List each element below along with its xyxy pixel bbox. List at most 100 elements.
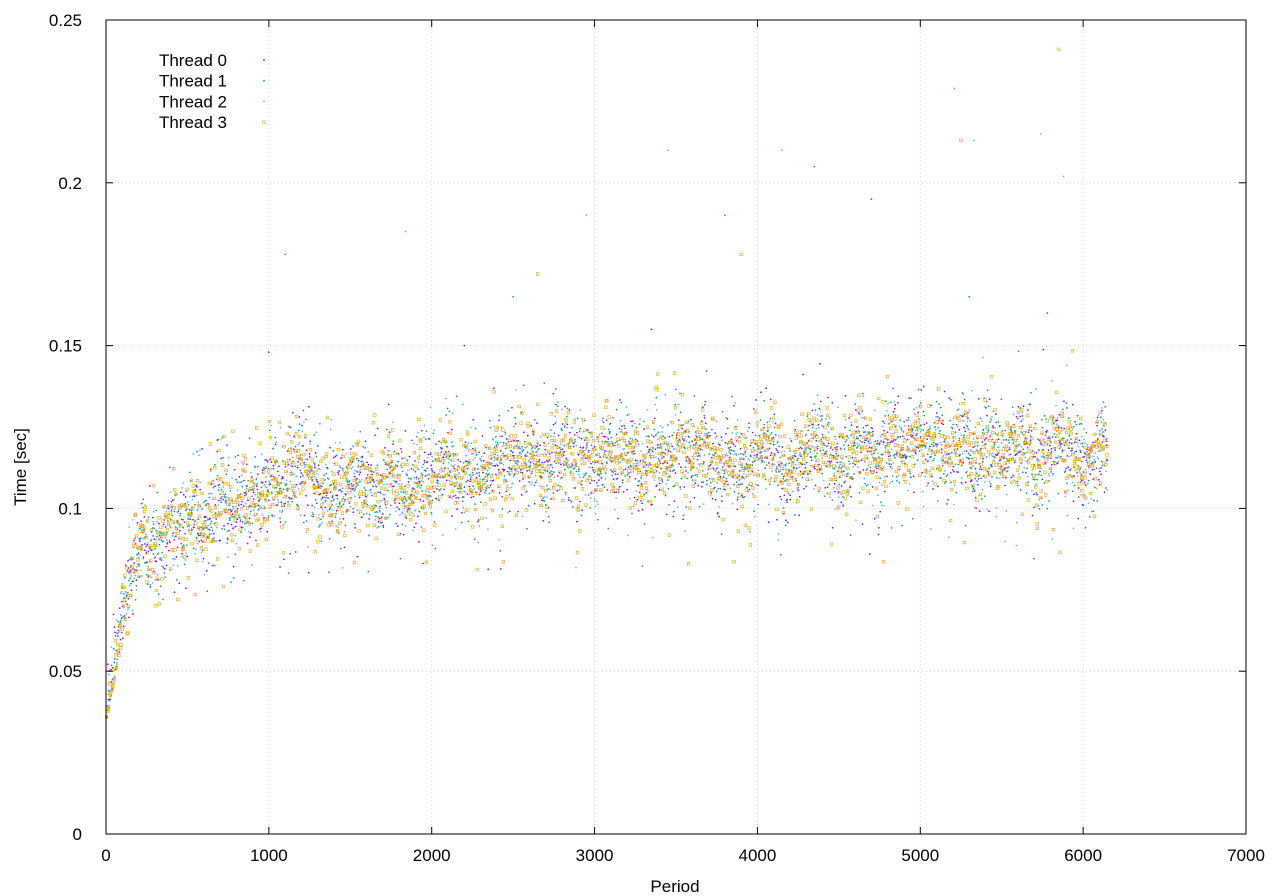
- data-point: [837, 496, 840, 499]
- data-point: [1070, 467, 1072, 470]
- data-point: [461, 500, 464, 503]
- data-point: [304, 458, 307, 461]
- data-point: [654, 417, 656, 420]
- data-point: [720, 436, 723, 438]
- data-point: [648, 463, 651, 466]
- data-point: [314, 464, 316, 466]
- data-point: [267, 419, 272, 424]
- data-point: [829, 447, 832, 449]
- data-point: [241, 526, 244, 529]
- data-point: [494, 465, 497, 467]
- data-point: [216, 474, 219, 477]
- data-point: [142, 537, 144, 539]
- data-point: [415, 509, 417, 511]
- data-point: [1102, 418, 1105, 421]
- data-point: [302, 480, 307, 484]
- data-point: [720, 533, 723, 535]
- data-point: [345, 452, 348, 455]
- data-point: [993, 455, 996, 458]
- data-point: [563, 450, 566, 453]
- data-point: [1063, 437, 1065, 440]
- data-point: [487, 568, 490, 571]
- data-point: [368, 534, 370, 536]
- data-point: [1063, 471, 1066, 474]
- data-point: [289, 472, 293, 476]
- data-point: [652, 435, 655, 438]
- data-point: [270, 467, 273, 470]
- data-point: [496, 446, 498, 449]
- data-point: [748, 488, 751, 491]
- data-point: [1027, 431, 1030, 434]
- data-point: [660, 467, 662, 470]
- data-point: [120, 585, 124, 589]
- data-point: [858, 443, 861, 446]
- data-point: [412, 469, 415, 471]
- data-point: [578, 465, 580, 468]
- data-point: [504, 447, 507, 450]
- data-point: [651, 441, 654, 444]
- outlier-point: [268, 351, 270, 353]
- data-point: [566, 426, 568, 429]
- data-point: [706, 472, 709, 475]
- data-point: [611, 474, 614, 477]
- data-point: [119, 621, 122, 624]
- data-point: [145, 551, 149, 555]
- data-point: [306, 458, 309, 460]
- data-point: [332, 456, 335, 459]
- data-point: [258, 441, 262, 445]
- data-point: [1051, 436, 1054, 438]
- data-point: [664, 448, 667, 451]
- data-point: [1018, 443, 1021, 446]
- data-point: [441, 493, 444, 496]
- data-point: [749, 455, 752, 458]
- data-point: [316, 444, 319, 446]
- data-point: [741, 466, 743, 469]
- data-point: [143, 506, 147, 510]
- data-point: [318, 525, 320, 528]
- data-point: [719, 444, 721, 446]
- data-point: [212, 486, 215, 489]
- data-point: [169, 541, 171, 544]
- data-point: [193, 489, 197, 493]
- data-point: [655, 396, 658, 399]
- data-point: [812, 436, 815, 439]
- data-point: [770, 452, 773, 454]
- data-point: [685, 440, 688, 443]
- data-point: [229, 517, 232, 520]
- data-point: [769, 454, 772, 457]
- data-point: [209, 492, 212, 495]
- data-point: [895, 475, 898, 478]
- data-point: [878, 481, 881, 484]
- data-point: [476, 463, 479, 466]
- data-point: [179, 514, 182, 517]
- data-point: [839, 461, 841, 463]
- data-point: [485, 517, 488, 519]
- data-point: [276, 504, 279, 506]
- data-point: [506, 484, 508, 487]
- data-point: [730, 449, 733, 452]
- data-point: [196, 518, 199, 521]
- data-point: [635, 438, 637, 441]
- data-point: [251, 485, 255, 489]
- data-point: [550, 464, 553, 467]
- data-point: [1075, 455, 1077, 458]
- data-point: [355, 470, 358, 472]
- data-point: [456, 497, 459, 499]
- data-point: [896, 480, 898, 482]
- data-point: [579, 409, 582, 411]
- data-point: [844, 418, 847, 421]
- data-point: [777, 484, 779, 486]
- data-point: [240, 496, 244, 501]
- data-point: [834, 490, 836, 493]
- data-point: [509, 474, 511, 476]
- data-point: [264, 485, 267, 488]
- data-point: [908, 397, 911, 399]
- data-point: [182, 526, 185, 529]
- data-point: [303, 461, 306, 464]
- data-point: [289, 480, 292, 483]
- data-point: [303, 421, 305, 423]
- data-point: [160, 539, 163, 542]
- data-point: [719, 487, 722, 490]
- data-point: [111, 681, 116, 685]
- data-point: [665, 472, 668, 475]
